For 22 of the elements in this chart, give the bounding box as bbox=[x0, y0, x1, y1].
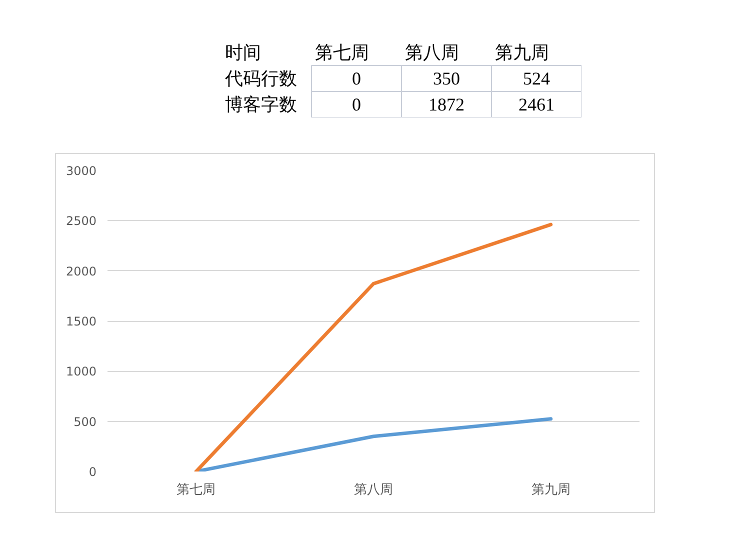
y-tick-label: 1000 bbox=[66, 364, 97, 379]
y-tick-label: 0 bbox=[88, 465, 97, 479]
x-tick-label: 第八周 bbox=[354, 482, 393, 498]
text: 时间 bbox=[225, 42, 262, 62]
data-label: 1872 bbox=[428, 94, 464, 114]
y-tick-label: 代码行数 bbox=[224, 68, 298, 88]
x-tick-label: 第八周 bbox=[405, 42, 460, 62]
x-tick-label: 第七周 bbox=[315, 42, 370, 62]
y-tick-label: 2500 bbox=[66, 214, 97, 228]
y-tick-label: 3000 bbox=[66, 164, 97, 178]
y-tick-label: 2000 bbox=[66, 264, 97, 278]
y-tick-label: 1500 bbox=[66, 314, 97, 328]
x-tick-label: 第九周 bbox=[531, 482, 570, 498]
data-label: 0 bbox=[352, 94, 361, 114]
data-label: 2461 bbox=[518, 94, 554, 114]
x-tick-label: 第七周 bbox=[176, 482, 216, 498]
x-tick-label: 第九周 bbox=[495, 42, 550, 62]
y-tick-label: 500 bbox=[74, 414, 96, 429]
data-label: 524 bbox=[523, 68, 550, 88]
data-label: 0 bbox=[352, 68, 361, 88]
data-label: 350 bbox=[433, 68, 460, 88]
y-tick-label: 博客字数 bbox=[225, 94, 298, 114]
